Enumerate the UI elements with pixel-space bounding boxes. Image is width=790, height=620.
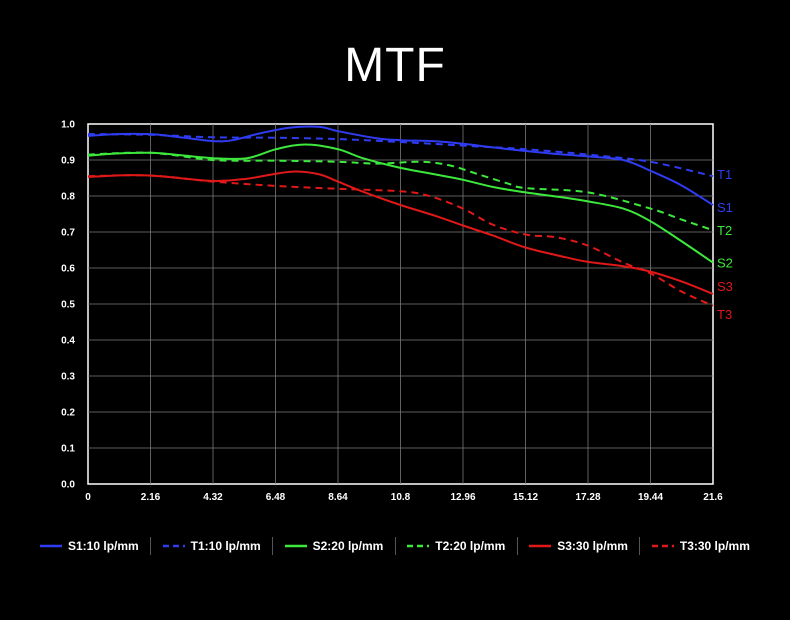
end-label-t2: T2 [717,223,732,238]
y-tick-label: 0.0 [61,480,75,491]
legend-label: T1:10 lp/mm [190,539,261,553]
x-tick-label: 17.28 [575,492,600,503]
legend-item-t1: T1:10 lp/mm [162,539,261,553]
legend-separator [150,537,152,555]
legend-item-t2: T2:20 lp/mm [407,539,505,553]
y-tick-label: 0.5 [61,300,75,311]
legend-item-s1: S1:10 lp/mm [40,539,139,553]
legend-separator [394,537,396,555]
axis-labels: 0 2.16 4.32 6.48 8.64 10.8 12.96 15.12 17.28 19.4… [61,120,723,504]
legend-swatch [284,544,307,548]
y-tick-label: 0.7 [61,228,75,239]
y-tick-label: 0.4 [61,336,75,347]
x-tick-label: 2.16 [141,492,161,503]
y-tick-label: 0.8 [61,192,75,203]
x-tick-label: 0 [85,492,91,503]
legend-swatch [40,544,62,548]
y-tick-label: 0.9 [61,156,75,167]
legend-item-s2: S2:20 lp/mm [284,539,384,553]
series-line-t2 [87,151,714,232]
legend: S1:10 lp/mm T1:10 lp/mm S2:20 lp/mm T2:20 l… [40,536,750,556]
series-line-s2 [87,143,714,264]
series-line-t1 [87,133,714,178]
grid [88,124,713,484]
legend-item-t3: T3:30 lp/mm [651,539,750,553]
end-label-t1: T1 [717,167,732,182]
x-tick-label: 19.44 [638,492,663,503]
series-line-s1 [87,125,714,206]
legend-swatch [651,544,674,548]
y-tick-label: 0.2 [61,408,75,419]
legend-separator [272,537,274,555]
x-tick-label: 21.6 [703,492,723,503]
legend-item-s3: S3:30 lp/mm [529,539,628,553]
end-labels: S1 T1 S2 T2 S3 T3 [717,167,733,322]
end-label-t3: T3 [717,307,732,322]
y-tick-label: 0.3 [61,372,75,383]
legend-label: S3:30 lp/mm [557,539,628,553]
x-tick-label: 15.12 [513,492,538,503]
legend-separator [516,537,518,555]
legend-label: T2:20 lp/mm [435,539,506,553]
series-line-s3 [87,170,714,295]
legend-separator [639,537,641,555]
x-tick-label: 12.96 [450,492,475,503]
chart-title: MTF [344,39,446,92]
legend-swatch [529,544,552,548]
series-lines [87,125,714,307]
end-label-s1: S1 [717,200,733,215]
end-label-s2: S2 [717,256,733,271]
legend-label: S2:20 lp/mm [312,539,384,553]
x-tick-label: 6.48 [266,492,286,503]
y-tick-label: 0.6 [61,264,75,275]
x-tick-label: 8.64 [328,492,348,503]
legend-swatch [407,544,430,548]
end-label-s3: S3 [717,279,733,294]
y-tick-label: 1.0 [61,120,75,131]
x-tick-label: 10.8 [391,492,411,503]
legend-label: T3:30 lp/mm [679,539,750,553]
series-line-t3 [87,174,714,307]
legend-swatch [162,544,185,548]
x-tick-label: 4.32 [203,492,223,503]
legend-label: S1:10 lp/mm [68,539,139,553]
y-tick-label: 0.1 [61,444,75,455]
